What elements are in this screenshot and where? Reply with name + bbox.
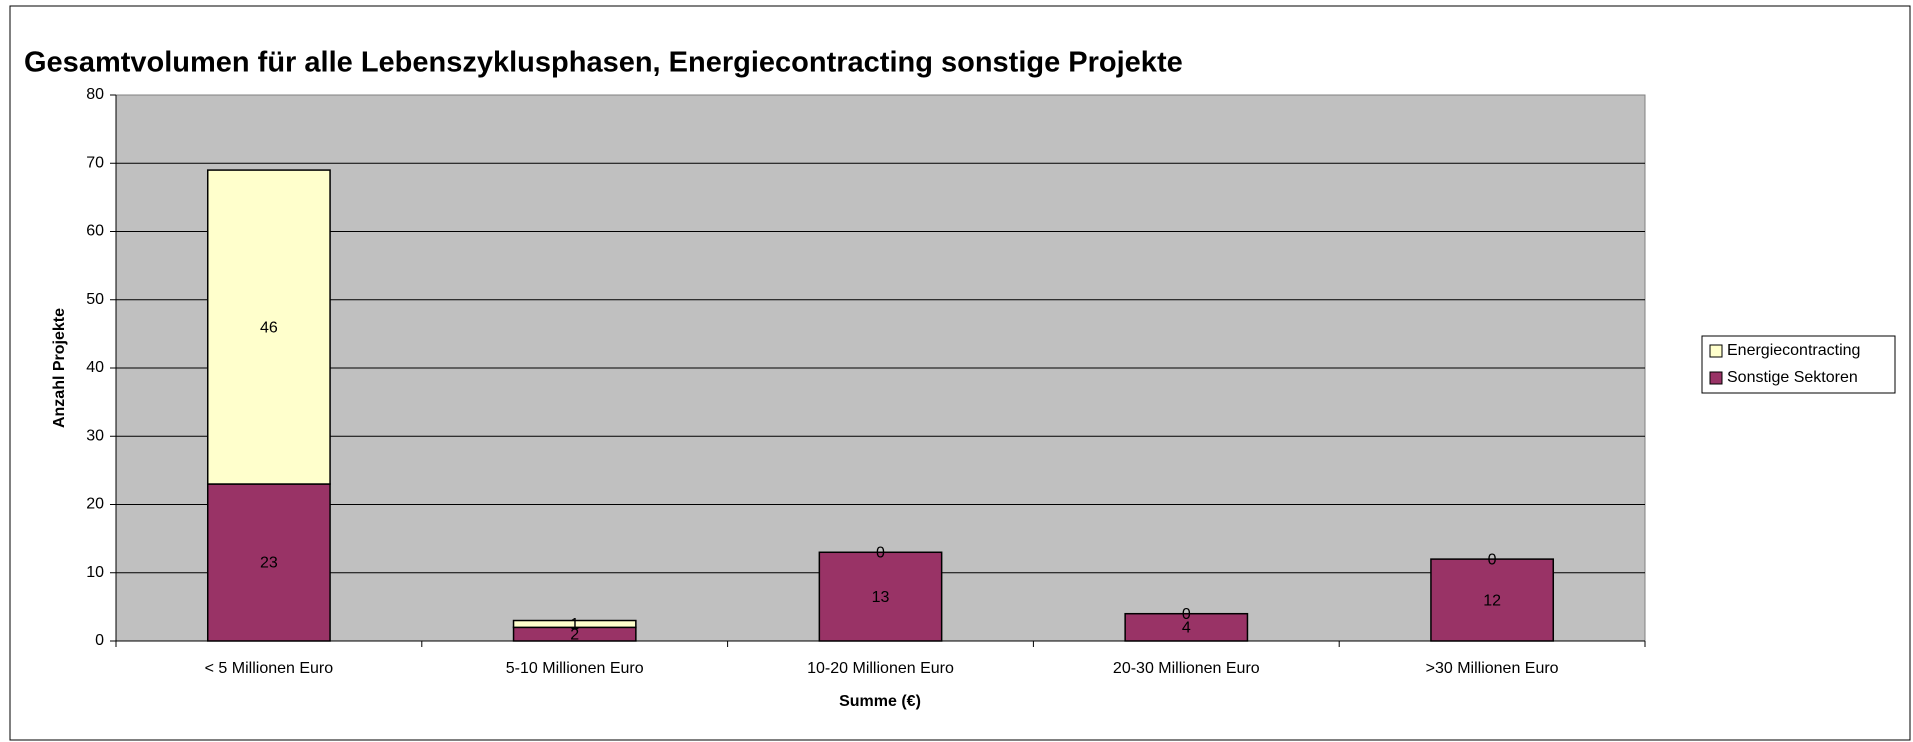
y-tick-label: 60 <box>86 223 104 240</box>
y-axis-label: Anzahl Projekte <box>51 308 68 428</box>
bar-segment <box>818 551 943 642</box>
data-label: 0 <box>876 544 885 561</box>
y-tick-label: 80 <box>86 86 104 103</box>
bar-segment <box>206 169 331 485</box>
data-label: 23 <box>260 555 278 572</box>
data-label: 0 <box>1488 551 1497 568</box>
legend-swatch <box>1709 344 1723 358</box>
bar-segment <box>1124 612 1249 642</box>
y-tick-label: 30 <box>86 427 104 444</box>
x-tick-label: >30 Millionen Euro <box>1426 660 1559 677</box>
legend-swatch <box>1709 371 1723 385</box>
bar-segment <box>1430 558 1555 642</box>
y-tick-label: 50 <box>86 291 104 308</box>
bar-segment <box>512 619 637 629</box>
chart-title: Gesamtvolumen für alle Lebenszyklusphase… <box>24 47 1183 79</box>
y-tick-label: 20 <box>86 496 104 513</box>
x-tick-label: 20-30 Millionen Euro <box>1113 660 1260 677</box>
y-tick-label: 0 <box>95 632 104 649</box>
legend-label: Energiecontracting <box>1727 342 1860 359</box>
x-axis-label: Summe (€) <box>839 693 921 710</box>
data-label: 13 <box>872 589 890 606</box>
data-label: 46 <box>260 319 278 336</box>
data-label: 1 <box>570 616 579 633</box>
y-tick-label: 70 <box>86 154 104 171</box>
data-label: 0 <box>1182 606 1191 623</box>
y-tick-label: 10 <box>86 564 104 581</box>
y-tick-label: 40 <box>86 359 104 376</box>
data-label: 4 <box>1182 620 1191 637</box>
x-tick-label: 5-10 Millionen Euro <box>506 660 644 677</box>
data-label: 2 <box>570 626 579 643</box>
legend-box <box>1701 335 1896 394</box>
data-label: 12 <box>1483 592 1501 609</box>
legend-label: Sonstige Sektoren <box>1727 369 1858 386</box>
x-tick-label: < 5 Millionen Euro <box>205 660 334 677</box>
x-tick-label: 10-20 Millionen Euro <box>807 660 954 677</box>
